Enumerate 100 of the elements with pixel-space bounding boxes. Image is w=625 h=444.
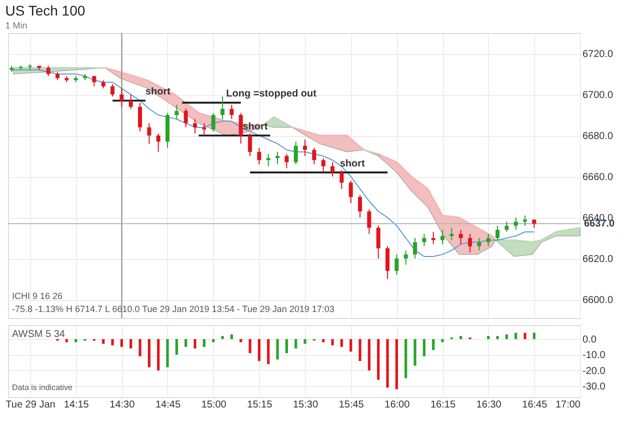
candlestick <box>422 233 426 247</box>
candlestick <box>358 194 362 218</box>
annotation: ICHI 9 16 26 <box>12 291 63 301</box>
candlestick <box>284 153 289 169</box>
ref-line-label: 6637.0 <box>584 218 616 230</box>
y-tick-label: 6680.0 <box>582 131 614 142</box>
bar <box>404 339 408 378</box>
candlestick <box>404 250 408 266</box>
chart-subtitle: 1 Min <box>5 20 28 30</box>
bar <box>240 339 242 342</box>
bar <box>148 339 150 368</box>
candlestick <box>440 229 444 245</box>
bar <box>157 339 160 370</box>
annotation: Data is indicative <box>12 383 74 392</box>
x-tick-label: 15:45 <box>338 400 364 410</box>
chart-title: US Tech 100 <box>5 2 86 18</box>
annotation: short <box>242 122 268 133</box>
bar <box>358 339 362 361</box>
annotation: Long =stopped out <box>226 88 318 100</box>
x-tick-label: 15:30 <box>292 400 318 410</box>
bar <box>258 339 260 361</box>
bar <box>111 339 114 346</box>
candlestick <box>92 76 96 87</box>
x-tick-label: 14:15 <box>64 400 90 410</box>
bar <box>514 332 518 340</box>
candlestick <box>46 65 50 77</box>
candlestick <box>340 170 344 190</box>
x-tick-label: 16:45 <box>522 400 548 410</box>
candlestick <box>348 180 353 204</box>
bar <box>386 339 389 388</box>
bar <box>532 332 536 340</box>
y-tick-label: 0.0 <box>582 334 597 346</box>
candlestick <box>120 88 124 108</box>
bar <box>102 339 105 344</box>
candlestick <box>276 151 280 165</box>
bar <box>194 339 196 348</box>
bar <box>322 339 325 342</box>
candlestick <box>394 254 399 276</box>
y-tick-label: -30.0 <box>582 382 606 393</box>
x-tick-label: 15:15 <box>247 400 273 410</box>
y-tick-label: 6620.0 <box>582 254 614 266</box>
bar <box>414 339 416 366</box>
bar <box>248 339 252 354</box>
candlestick <box>238 112 243 144</box>
candlestick <box>266 153 270 167</box>
candlestick <box>330 162 334 178</box>
bar <box>230 334 233 340</box>
y-tick-label: 6600.0 <box>582 295 614 306</box>
candlestick <box>321 158 326 173</box>
bar <box>65 339 68 342</box>
candlestick <box>514 217 518 230</box>
candlestick <box>193 118 197 134</box>
annotation: AWSM 5 34 <box>12 329 66 340</box>
y-tick-label: -20.0 <box>582 366 606 377</box>
candlestick <box>312 147 316 165</box>
bar <box>350 339 352 352</box>
annotation: short <box>340 158 366 170</box>
candlestick <box>367 208 372 234</box>
bar <box>460 336 462 340</box>
y-tick-label: 6660.0 <box>582 172 614 184</box>
bar <box>138 339 142 356</box>
bar <box>368 339 370 370</box>
bar <box>221 336 224 340</box>
y-tick-label: 6720.0 <box>582 49 614 60</box>
candlestick <box>458 229 463 245</box>
y-tick-label: 6700.0 <box>582 90 614 102</box>
candlestick <box>413 238 417 260</box>
candlestick <box>248 132 252 157</box>
x-tick-label: 17:00 <box>555 400 581 410</box>
candlestick <box>504 221 509 232</box>
bar <box>175 339 178 355</box>
candlestick <box>147 122 152 144</box>
annotation: short <box>146 86 172 98</box>
candlestick <box>303 139 307 157</box>
candlestick <box>294 141 298 165</box>
bar <box>524 332 526 340</box>
candlestick <box>138 102 142 132</box>
candlestick <box>220 96 224 120</box>
candlestick <box>184 108 188 128</box>
x-tick-label: 14:45 <box>155 400 181 410</box>
x-tick-label: Tue 29 Jan <box>6 400 56 410</box>
candlestick <box>477 238 482 251</box>
candlestick <box>386 246 390 280</box>
candlestick <box>110 84 114 98</box>
candlestick <box>156 132 160 152</box>
candlestick <box>257 147 262 165</box>
line-series <box>11 69 535 257</box>
bar <box>340 339 343 347</box>
candlestick <box>523 214 527 226</box>
candlestick <box>128 94 133 110</box>
bar <box>267 339 270 364</box>
bar <box>130 339 132 348</box>
bar <box>422 339 426 356</box>
x-tick-label: 16:30 <box>476 400 502 410</box>
bar <box>276 339 279 360</box>
bar <box>285 339 288 354</box>
bar <box>294 339 298 348</box>
bar <box>505 334 508 340</box>
bar <box>432 339 435 350</box>
bar <box>377 339 380 380</box>
